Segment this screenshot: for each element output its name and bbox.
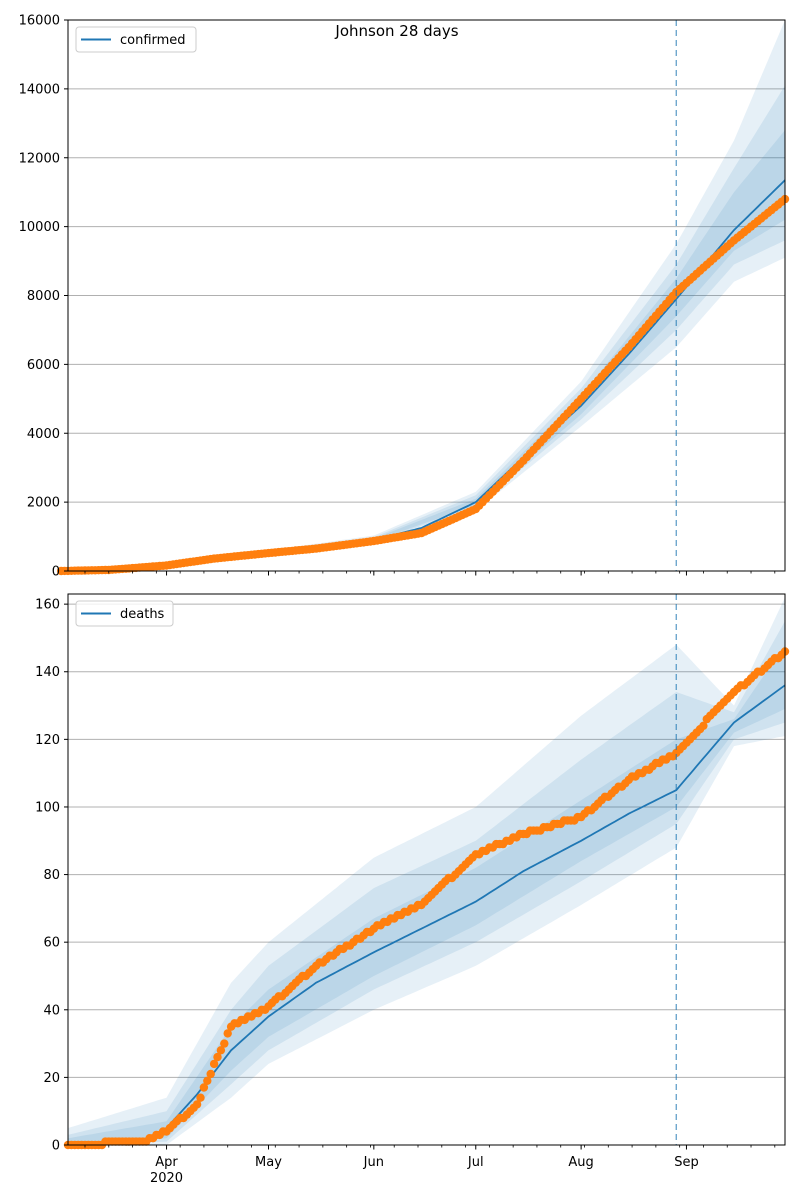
y-tick-label: 120	[35, 733, 60, 748]
observed-point	[206, 1069, 215, 1079]
y-tick-label: 20	[43, 1071, 60, 1086]
confirmed-y-axis: 0 2000 4000 6000 8000 10000 12000 14000 16000	[19, 14, 68, 580]
y-tick-label: 8000	[27, 289, 60, 304]
deaths-plot-frame	[67, 593, 786, 1146]
y-tick-label: 40	[43, 1003, 60, 1018]
y-tick-label: 6000	[27, 358, 60, 373]
deaths-gridlines	[68, 603, 785, 1078]
observed-point	[192, 1100, 202, 1109]
observed-point	[220, 1039, 229, 1048]
observed-point	[203, 1076, 212, 1086]
confirmed-x-axis	[84, 571, 776, 576]
deaths-uncertainty-bands	[68, 597, 785, 1145]
y-tick-label: 100	[35, 800, 60, 815]
deaths-legend[interactable]: deaths	[75, 600, 174, 627]
observed-point	[213, 1052, 222, 1062]
x-tick-label: Jun	[363, 1155, 384, 1170]
confirmed-plot-frame	[67, 19, 786, 572]
observed-point	[196, 1093, 205, 1102]
y-tick-label: 0	[52, 565, 60, 580]
legend-label-confirmed: confirmed	[120, 33, 186, 48]
y-tick-label: 160	[35, 598, 60, 613]
confirmed-gridlines	[68, 19, 785, 503]
y-tick-label: 4000	[27, 427, 60, 442]
x-tick-label: Apr	[155, 1155, 178, 1170]
observed-point	[216, 1046, 226, 1055]
y-tick-label: 14000	[19, 82, 60, 97]
observed-point	[223, 1029, 232, 1038]
uncertainty-band-2	[68, 621, 785, 1145]
observed-point	[199, 1083, 209, 1092]
y-tick-label: 140	[35, 665, 60, 680]
confirmed-panel: 0 2000 4000 6000 8000 10000 12000 14000 16000 Jo…	[19, 14, 790, 580]
x-tick-label: May	[255, 1155, 282, 1170]
deaths-observed-points	[63, 647, 790, 1150]
observed-point	[699, 721, 708, 730]
x-tick-label: Sep	[674, 1155, 699, 1170]
y-tick-label: 80	[43, 868, 60, 883]
y-tick-label: 16000	[19, 14, 60, 29]
legend-label-deaths: deaths	[120, 607, 165, 622]
y-tick-label: 10000	[19, 220, 60, 235]
confirmed-legend[interactable]: confirmed	[75, 26, 197, 53]
uncertainty-band-1	[68, 597, 785, 1145]
deaths-median-line	[67, 684, 786, 1146]
uncertainty-band-3	[61, 130, 785, 571]
x-tick-sublabel: 2020	[150, 1171, 183, 1186]
observed-point	[209, 1059, 219, 1069]
y-tick-label: 12000	[19, 151, 60, 166]
x-tick-label: Aug	[568, 1155, 593, 1170]
y-tick-label: 2000	[27, 496, 60, 511]
deaths-y-axis: 0 20 40 60 80 100 120 140 160	[35, 598, 68, 1154]
y-tick-label: 60	[43, 936, 60, 951]
chart-title: Johnson 28 days	[334, 22, 458, 40]
x-tick-label: Jul	[467, 1155, 484, 1170]
confirmed-observed-points	[57, 194, 790, 576]
y-tick-label: 0	[52, 1139, 60, 1154]
median-line	[67, 684, 786, 1146]
